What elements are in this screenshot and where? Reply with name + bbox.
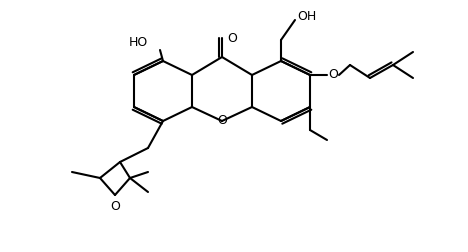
Text: OH: OH bbox=[297, 11, 316, 23]
Text: O: O bbox=[328, 69, 338, 81]
Text: HO: HO bbox=[129, 36, 148, 48]
Text: O: O bbox=[227, 32, 237, 45]
Text: O: O bbox=[110, 200, 120, 213]
Text: O: O bbox=[217, 114, 227, 128]
